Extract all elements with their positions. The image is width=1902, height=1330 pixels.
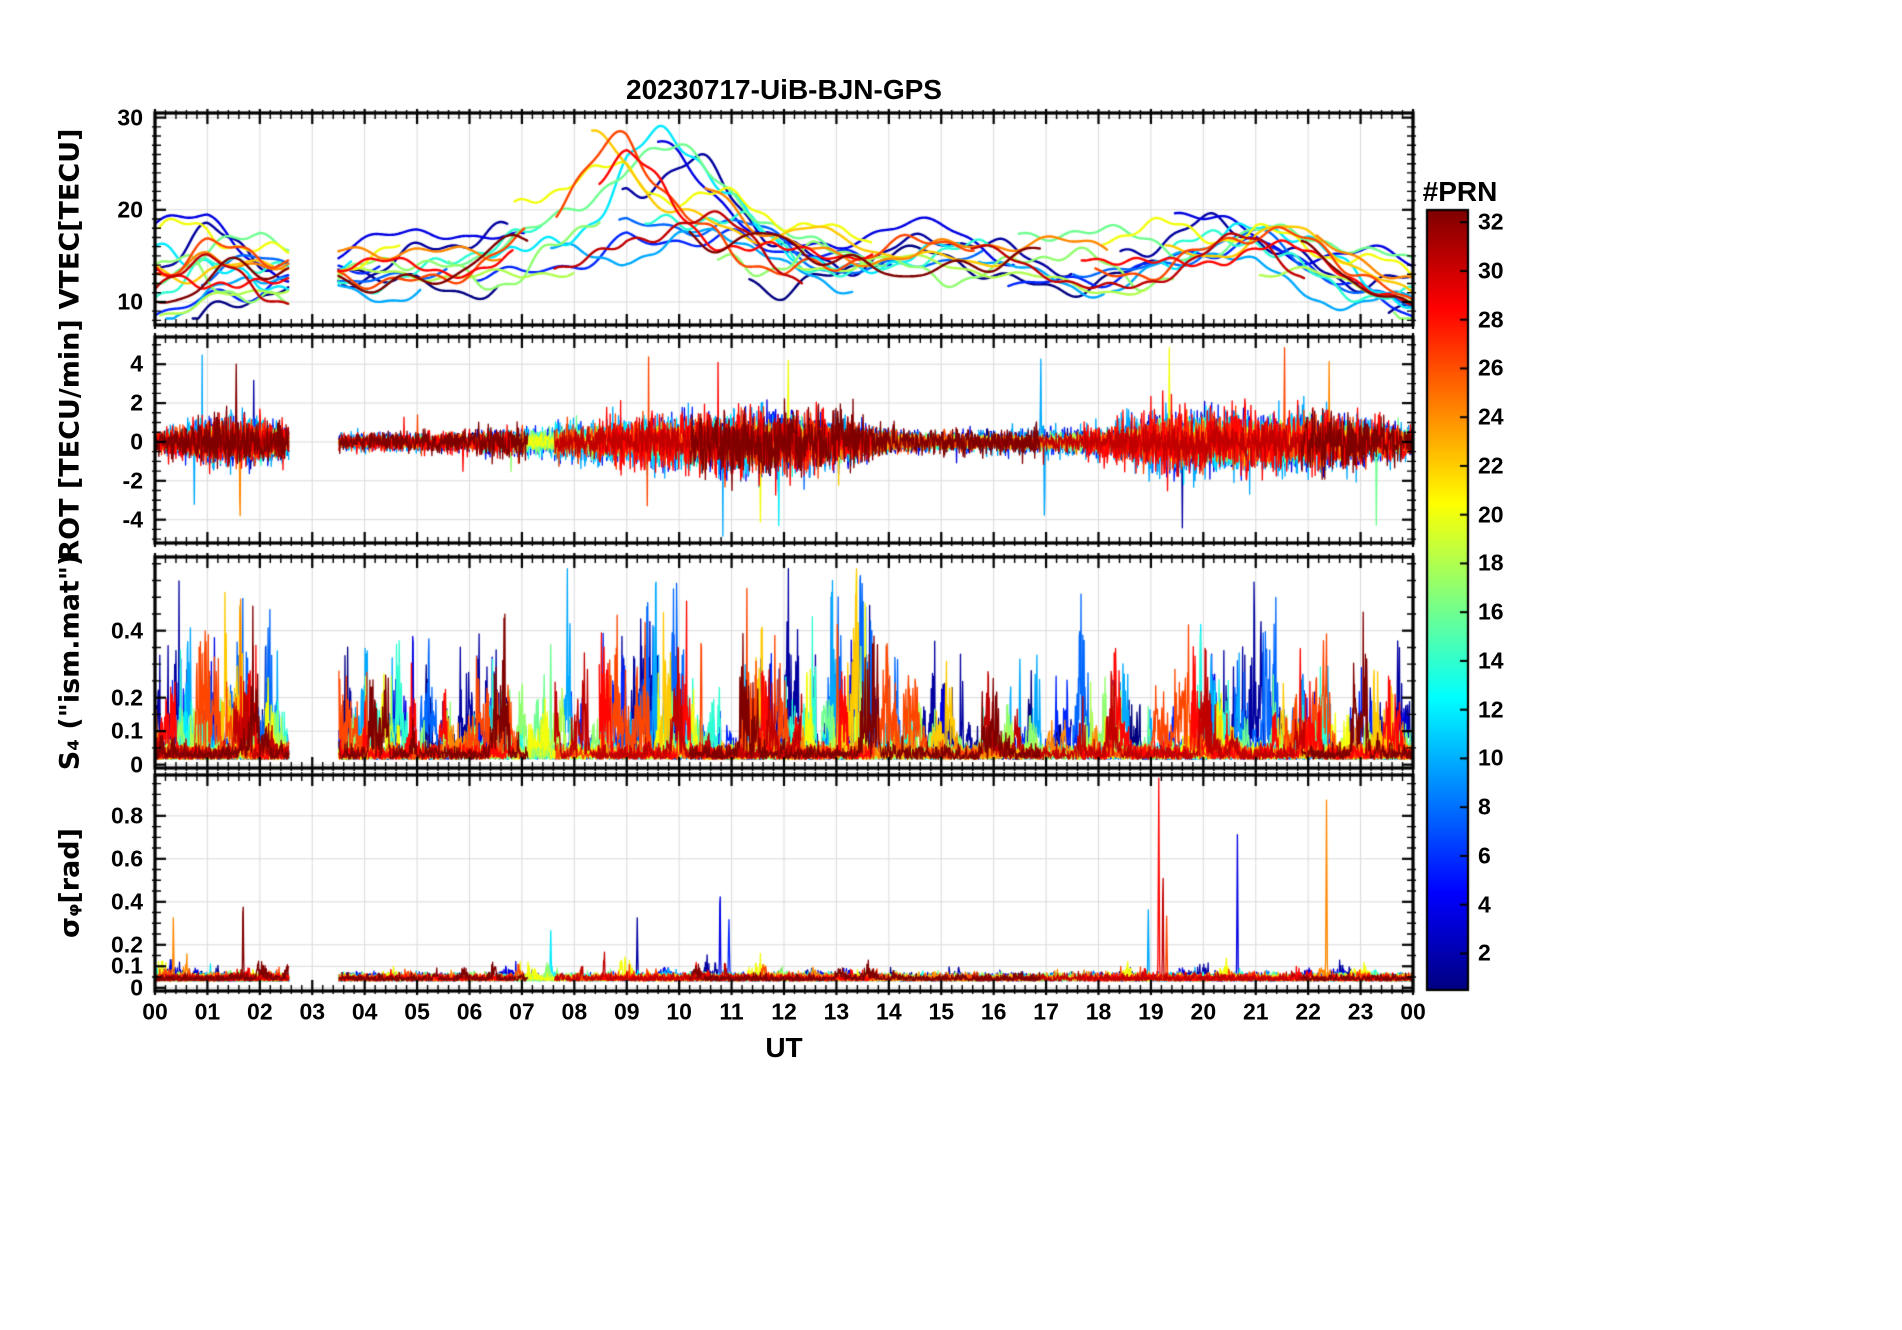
x-tick-label: 19 [1138, 998, 1164, 1025]
x-tick-label: 05 [404, 998, 430, 1025]
colorbar-tick-label: 2 [1478, 939, 1491, 966]
ylabel-s4: S₄ ("ism.mat") [54, 553, 86, 771]
y-tick-label: 10 [117, 288, 143, 315]
colorbar-tick-label: 16 [1478, 598, 1504, 625]
colorbar-tick-label: 30 [1478, 257, 1504, 284]
y-tick-label: 0.2 [111, 931, 143, 958]
y-tick-label: 2 [130, 389, 143, 416]
y-tick-label: 0.4 [111, 888, 143, 915]
x-tick-label: 18 [1085, 998, 1112, 1025]
colorbar-tick-label: 6 [1478, 842, 1491, 869]
x-tick-label: 13 [823, 998, 850, 1025]
ylabel-vtec: VTEC[TECU] [54, 128, 86, 310]
x-tick-label: 09 [613, 998, 640, 1025]
colorbar-tick-label: 8 [1478, 793, 1491, 820]
x-tick-label: 22 [1295, 998, 1321, 1025]
colorbar-label: #PRN [1422, 176, 1498, 207]
colorbar-tick-label: 28 [1478, 306, 1504, 333]
y-tick-label: 0.8 [111, 802, 143, 829]
x-tick-label: 21 [1242, 998, 1269, 1025]
y-tick-label: 0 [130, 751, 143, 778]
colorbar-tick-label: 22 [1478, 452, 1504, 479]
x-tick-label: 01 [194, 998, 221, 1025]
ylabel-rot: ROT [TECU/min] [54, 319, 86, 561]
x-tick-label: 16 [980, 998, 1007, 1025]
y-tick-label: -2 [122, 467, 143, 494]
y-tick-label: 20 [117, 196, 143, 223]
colorbar-tick-label: 4 [1478, 891, 1491, 918]
x-tick-label: 10 [666, 998, 692, 1025]
colorbar-tick-label: 26 [1478, 354, 1504, 381]
y-tick-label: 0.4 [111, 617, 143, 644]
x-tick-label: 20 [1190, 998, 1217, 1025]
x-tick-label: 14 [876, 998, 902, 1025]
x-tick-label: 23 [1347, 998, 1374, 1025]
colorbar-tick-label: 14 [1478, 647, 1504, 674]
figure-title: 20230717-UiB-BJN-GPS [626, 74, 942, 105]
y-tick-label: 30 [117, 104, 143, 131]
y-tick-label: 0 [130, 428, 143, 455]
y-tick-label: 0.1 [111, 952, 143, 979]
colorbar-tick-label: 18 [1478, 549, 1504, 576]
x-tick-label: 08 [561, 998, 588, 1025]
colorbar-tick-label: 12 [1478, 696, 1504, 723]
x-tick-label: 17 [1033, 998, 1059, 1025]
x-tick-label: 12 [771, 998, 797, 1025]
y-tick-label: 0.1 [111, 717, 143, 744]
ylabel-sigma-phi: σᵩ[rad] [54, 828, 86, 938]
x-tick-label: 06 [456, 998, 483, 1025]
x-tick-label: 07 [509, 998, 535, 1025]
x-tick-label: 04 [351, 998, 378, 1025]
x-tick-label: 03 [299, 998, 326, 1025]
y-tick-label: 0 [130, 974, 143, 1001]
y-tick-label: 0.6 [111, 845, 143, 872]
x-tick-label: 00 [142, 998, 168, 1025]
colorbar-tick-label: 24 [1478, 403, 1504, 430]
x-tick-label: 00 [1400, 998, 1426, 1025]
x-tick-label: 15 [928, 998, 955, 1025]
colorbar-tick-label: 20 [1478, 501, 1504, 528]
colorbar-tick-label: 10 [1478, 744, 1504, 771]
colorbar-tick-label: 32 [1478, 208, 1504, 235]
xlabel-ut: UT [765, 1032, 803, 1063]
x-tick-label: 11 [719, 998, 744, 1025]
x-tick-label: 02 [247, 998, 273, 1025]
y-tick-label: -4 [122, 506, 143, 533]
y-tick-label: 0.2 [111, 684, 143, 711]
y-tick-label: 4 [130, 350, 143, 377]
